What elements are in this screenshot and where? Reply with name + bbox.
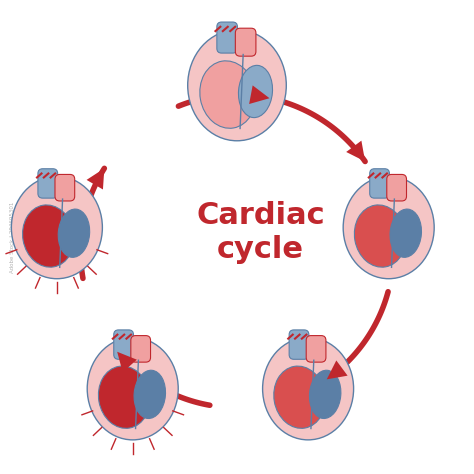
Ellipse shape [310,370,341,419]
Polygon shape [327,360,347,379]
Ellipse shape [23,205,74,267]
Ellipse shape [99,366,150,428]
FancyBboxPatch shape [55,174,75,201]
Text: Adobe Stock | 294695301: Adobe Stock | 294695301 [9,201,15,273]
Ellipse shape [238,65,273,118]
Ellipse shape [58,209,90,257]
Ellipse shape [263,337,354,440]
Ellipse shape [390,209,421,257]
FancyBboxPatch shape [289,330,309,359]
FancyBboxPatch shape [235,28,256,56]
Ellipse shape [188,30,286,141]
Polygon shape [346,141,365,162]
Ellipse shape [200,61,255,128]
Polygon shape [249,85,270,104]
FancyBboxPatch shape [370,169,390,198]
Polygon shape [87,168,104,190]
Ellipse shape [11,176,102,279]
Ellipse shape [134,370,165,419]
Ellipse shape [274,366,325,428]
FancyBboxPatch shape [114,330,134,359]
Polygon shape [117,352,137,372]
FancyBboxPatch shape [306,336,326,362]
Ellipse shape [343,176,434,279]
Ellipse shape [355,205,406,267]
Text: Cardiac
cycle: Cardiac cycle [196,201,325,264]
FancyBboxPatch shape [387,174,407,201]
FancyBboxPatch shape [38,169,58,198]
FancyBboxPatch shape [131,336,151,362]
Ellipse shape [87,337,178,440]
FancyBboxPatch shape [217,22,237,53]
